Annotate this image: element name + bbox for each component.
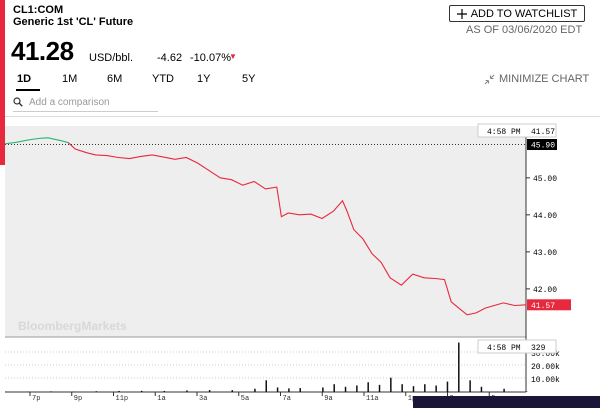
- volume-bar: [118, 390, 120, 392]
- last-price: 41.28: [11, 36, 74, 66]
- plot-area: [5, 126, 526, 337]
- volume-bar: [322, 387, 324, 392]
- chart-top-divider: [5, 116, 600, 117]
- volume-bar: [208, 390, 211, 392]
- volume-bar: [367, 382, 369, 392]
- x-tick-label: 11p: [116, 395, 129, 403]
- volume-hover-info: 4:58 PM 329: [477, 339, 557, 354]
- as-of-date: AS OF 03/06/2020 EDT: [466, 24, 583, 36]
- tab-ytd[interactable]: YTD: [152, 73, 174, 85]
- previous-close-label: 45.90: [531, 142, 555, 151]
- price-unit: USD/bbl.: [89, 52, 134, 64]
- watermark: BloombergMarkets: [18, 319, 127, 333]
- price-chart: BloombergMarkets 45.00 44.00 43.00 42.00 7p…: [4, 123, 571, 403]
- x-tick-label: 1p: [408, 395, 416, 403]
- price-hover-time: 4:58 PM: [487, 128, 521, 137]
- volume-bar: [27, 391, 30, 392]
- volume-bar: [231, 390, 234, 392]
- volume-bar: [163, 390, 166, 392]
- last-price-tag: 41.57: [527, 299, 571, 311]
- add-to-watchlist-button[interactable]: ADD TO WATCHLIST: [449, 5, 585, 22]
- y-tick-label: 45.00: [533, 175, 557, 184]
- volume-bar: [503, 388, 505, 392]
- volume-bar: [333, 384, 335, 392]
- volume-bars: [5, 342, 528, 392]
- volume-bar: [95, 391, 98, 392]
- volume-bar: [140, 390, 143, 392]
- volume-hover-time: 4:58 PM: [487, 344, 521, 353]
- price-hover-value: 41.57: [531, 128, 555, 137]
- volume-tick-label: 10.00k: [531, 376, 560, 385]
- y-tick-label: 44.00: [533, 212, 557, 221]
- x-tick-label: 3a: [199, 395, 207, 403]
- x-tick-label: 7a: [283, 395, 291, 403]
- y-tick-label: 43.00: [533, 249, 557, 258]
- x-tick-label: 7p: [32, 395, 40, 403]
- volume-bar: [356, 385, 358, 392]
- x-tick-label: 9a: [324, 395, 332, 403]
- volume-bar: [401, 384, 403, 392]
- volume-bar: [72, 391, 75, 392]
- volume-bar: [378, 384, 381, 392]
- volume-bar: [412, 386, 415, 392]
- comparison-search: [13, 93, 158, 112]
- search-icon: [13, 97, 23, 107]
- price-hover-info: 4:58 PM 41.57: [477, 123, 557, 138]
- plus-icon: [456, 8, 467, 19]
- previous-close-tag: 45.90: [527, 139, 557, 151]
- volume-bar: [424, 384, 426, 392]
- volume-bar: [50, 391, 52, 392]
- tab-5y[interactable]: 5Y: [242, 73, 256, 85]
- x-tick-label: 11a: [366, 395, 379, 403]
- volume-bar: [299, 388, 301, 392]
- minimize-arrows-icon: [484, 74, 495, 84]
- comparison-input[interactable]: [23, 96, 149, 108]
- last-price-label: 41.57: [531, 302, 555, 311]
- price-series: [4, 137, 527, 316]
- tab-1m[interactable]: 1M: [62, 73, 78, 85]
- x-tick-label: 1a: [157, 395, 165, 403]
- volume-bar: [186, 390, 188, 392]
- price-line-above-close: [4, 137, 69, 145]
- volume-bar: [390, 377, 392, 392]
- price-change: -4.62: [157, 52, 183, 64]
- volume-bar: [480, 386, 483, 392]
- y-tick-label: 42.00: [533, 286, 557, 295]
- volume-bar: [254, 388, 256, 392]
- volume-bar: [288, 388, 290, 392]
- price-change-percent: -10.07%: [190, 52, 231, 64]
- volume-bar: [458, 342, 460, 392]
- volume-hover-value: 329: [531, 344, 546, 353]
- y-axis-ticks: 45.00 44.00 43.00 42.00: [526, 175, 557, 295]
- tab-1y[interactable]: 1Y: [197, 73, 211, 85]
- instrument-name: Generic 1st 'CL' Future: [13, 16, 134, 28]
- tab-1d[interactable]: 1D: [17, 73, 32, 85]
- volume-axis-ticks: 30.00k 20.00k 10.00k: [531, 350, 560, 385]
- volume-bar: [446, 381, 449, 392]
- volume-bar: [265, 380, 267, 392]
- red-accent-bar: [0, 0, 5, 165]
- tab-6m[interactable]: 6M: [107, 73, 123, 85]
- minimize-chart-label: MINIMIZE CHART: [499, 73, 590, 85]
- timeframe-tabs: 1D 1M 6M YTD 1Y 5Y: [17, 73, 287, 85]
- active-tab-indicator: [16, 89, 40, 91]
- volume-tick-label: 30.00k: [531, 350, 560, 359]
- volume-bar: [276, 387, 279, 392]
- add-to-watchlist-label: ADD TO WATCHLIST: [470, 7, 578, 20]
- volume-bar: [344, 386, 347, 392]
- price-line-below-close: [68, 142, 527, 316]
- volume-bar: [435, 385, 437, 392]
- minimize-chart-button[interactable]: MINIMIZE CHART: [484, 73, 589, 85]
- down-arrow-icon: ▼: [229, 52, 237, 61]
- volume-tick-label: 20.00k: [531, 363, 560, 372]
- x-tick-label: 5a: [241, 395, 249, 403]
- x-tick-label: 9p: [74, 395, 82, 403]
- ticker-symbol: CL1:COM: [13, 4, 64, 16]
- footer-dark-bar: [413, 396, 600, 408]
- volume-bar: [469, 380, 471, 392]
